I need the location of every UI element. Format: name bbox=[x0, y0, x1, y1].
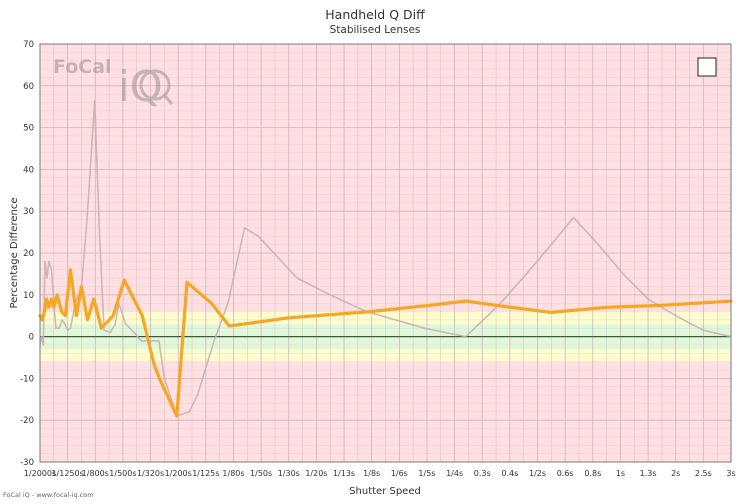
y-tick-label: 50 bbox=[23, 124, 34, 134]
x-tick-label: 1/320s bbox=[137, 469, 164, 478]
x-tick-label: 3s bbox=[726, 469, 735, 478]
x-tick-label: 0.8s bbox=[584, 469, 601, 478]
series-line-2 bbox=[38, 268, 733, 418]
x-tick-label: 1/50s bbox=[250, 469, 272, 478]
x-tick-label: 1/20s bbox=[305, 469, 327, 478]
x-tick-label: 1/2000s bbox=[24, 469, 56, 478]
x-tick-label: 1/125s bbox=[192, 469, 219, 478]
y-tick-label: -20 bbox=[20, 416, 34, 426]
plot-frame bbox=[39, 43, 732, 463]
x-tick-label: 1s bbox=[616, 469, 625, 478]
chart-subtitle: Stabilised Lenses bbox=[330, 24, 421, 36]
y-tick-label: -30 bbox=[20, 458, 34, 468]
x-tick-label: 1/500s bbox=[109, 469, 136, 478]
x-tick-label: 1.3s bbox=[640, 469, 657, 478]
y-tick-label: -10 bbox=[20, 374, 34, 384]
x-tick-label: 1/1250s bbox=[51, 469, 83, 478]
x-tick-label: 1/80s bbox=[222, 469, 244, 478]
x-tick-label: 2.5s bbox=[695, 469, 712, 478]
legend-toggle-checkbox[interactable] bbox=[697, 57, 717, 77]
x-tick-label: 1/800s bbox=[82, 469, 109, 478]
y-axis-label: Percentage Difference bbox=[9, 198, 20, 309]
x-tick-label: 1/5s bbox=[418, 469, 435, 478]
focal-iq-watermark: FoCal iQ bbox=[53, 56, 174, 111]
watermark-focal-text: FoCal bbox=[53, 56, 112, 78]
x-tick-label: 0.4s bbox=[501, 469, 518, 478]
x-tick-label: 1/4s bbox=[446, 469, 463, 478]
series-lines bbox=[38, 99, 733, 418]
y-tick-label: 70 bbox=[23, 40, 34, 50]
y-tick-label: 0 bbox=[29, 333, 34, 343]
x-tick-label: 1/8s bbox=[363, 469, 380, 478]
y-tick-label: 60 bbox=[23, 82, 34, 92]
x-tick-label: 1/6s bbox=[391, 469, 408, 478]
x-tick-label: 2s bbox=[671, 469, 680, 478]
y-tick-label: 20 bbox=[23, 249, 34, 259]
y-tick-label: 40 bbox=[23, 165, 34, 175]
footer-credit: FoCal iQ - www.focal-iq.com bbox=[3, 491, 94, 499]
x-axis-label: Shutter Speed bbox=[349, 486, 421, 497]
magnifier-handle-icon bbox=[163, 95, 174, 105]
grid-lines bbox=[39, 44, 732, 462]
x-tick-label: 1/30s bbox=[278, 469, 300, 478]
x-tick-label: 1/200s bbox=[165, 469, 192, 478]
x-tick-label: 0.3s bbox=[474, 469, 491, 478]
x-tick-label: 1/2s bbox=[529, 469, 546, 478]
x-tick-label: 1/13s bbox=[333, 469, 355, 478]
series-line-1 bbox=[39, 99, 732, 417]
magnifier-icon bbox=[139, 69, 171, 101]
y-axis-ticks: -30 -20 -10 0 10 20 30 40 50 60 70 bbox=[20, 40, 34, 468]
y-tick-label: 30 bbox=[23, 207, 34, 217]
x-tick-label: 0.6s bbox=[557, 469, 574, 478]
chart-title: Handheld Q Diff bbox=[325, 7, 425, 22]
y-tick-label: 10 bbox=[23, 291, 34, 301]
